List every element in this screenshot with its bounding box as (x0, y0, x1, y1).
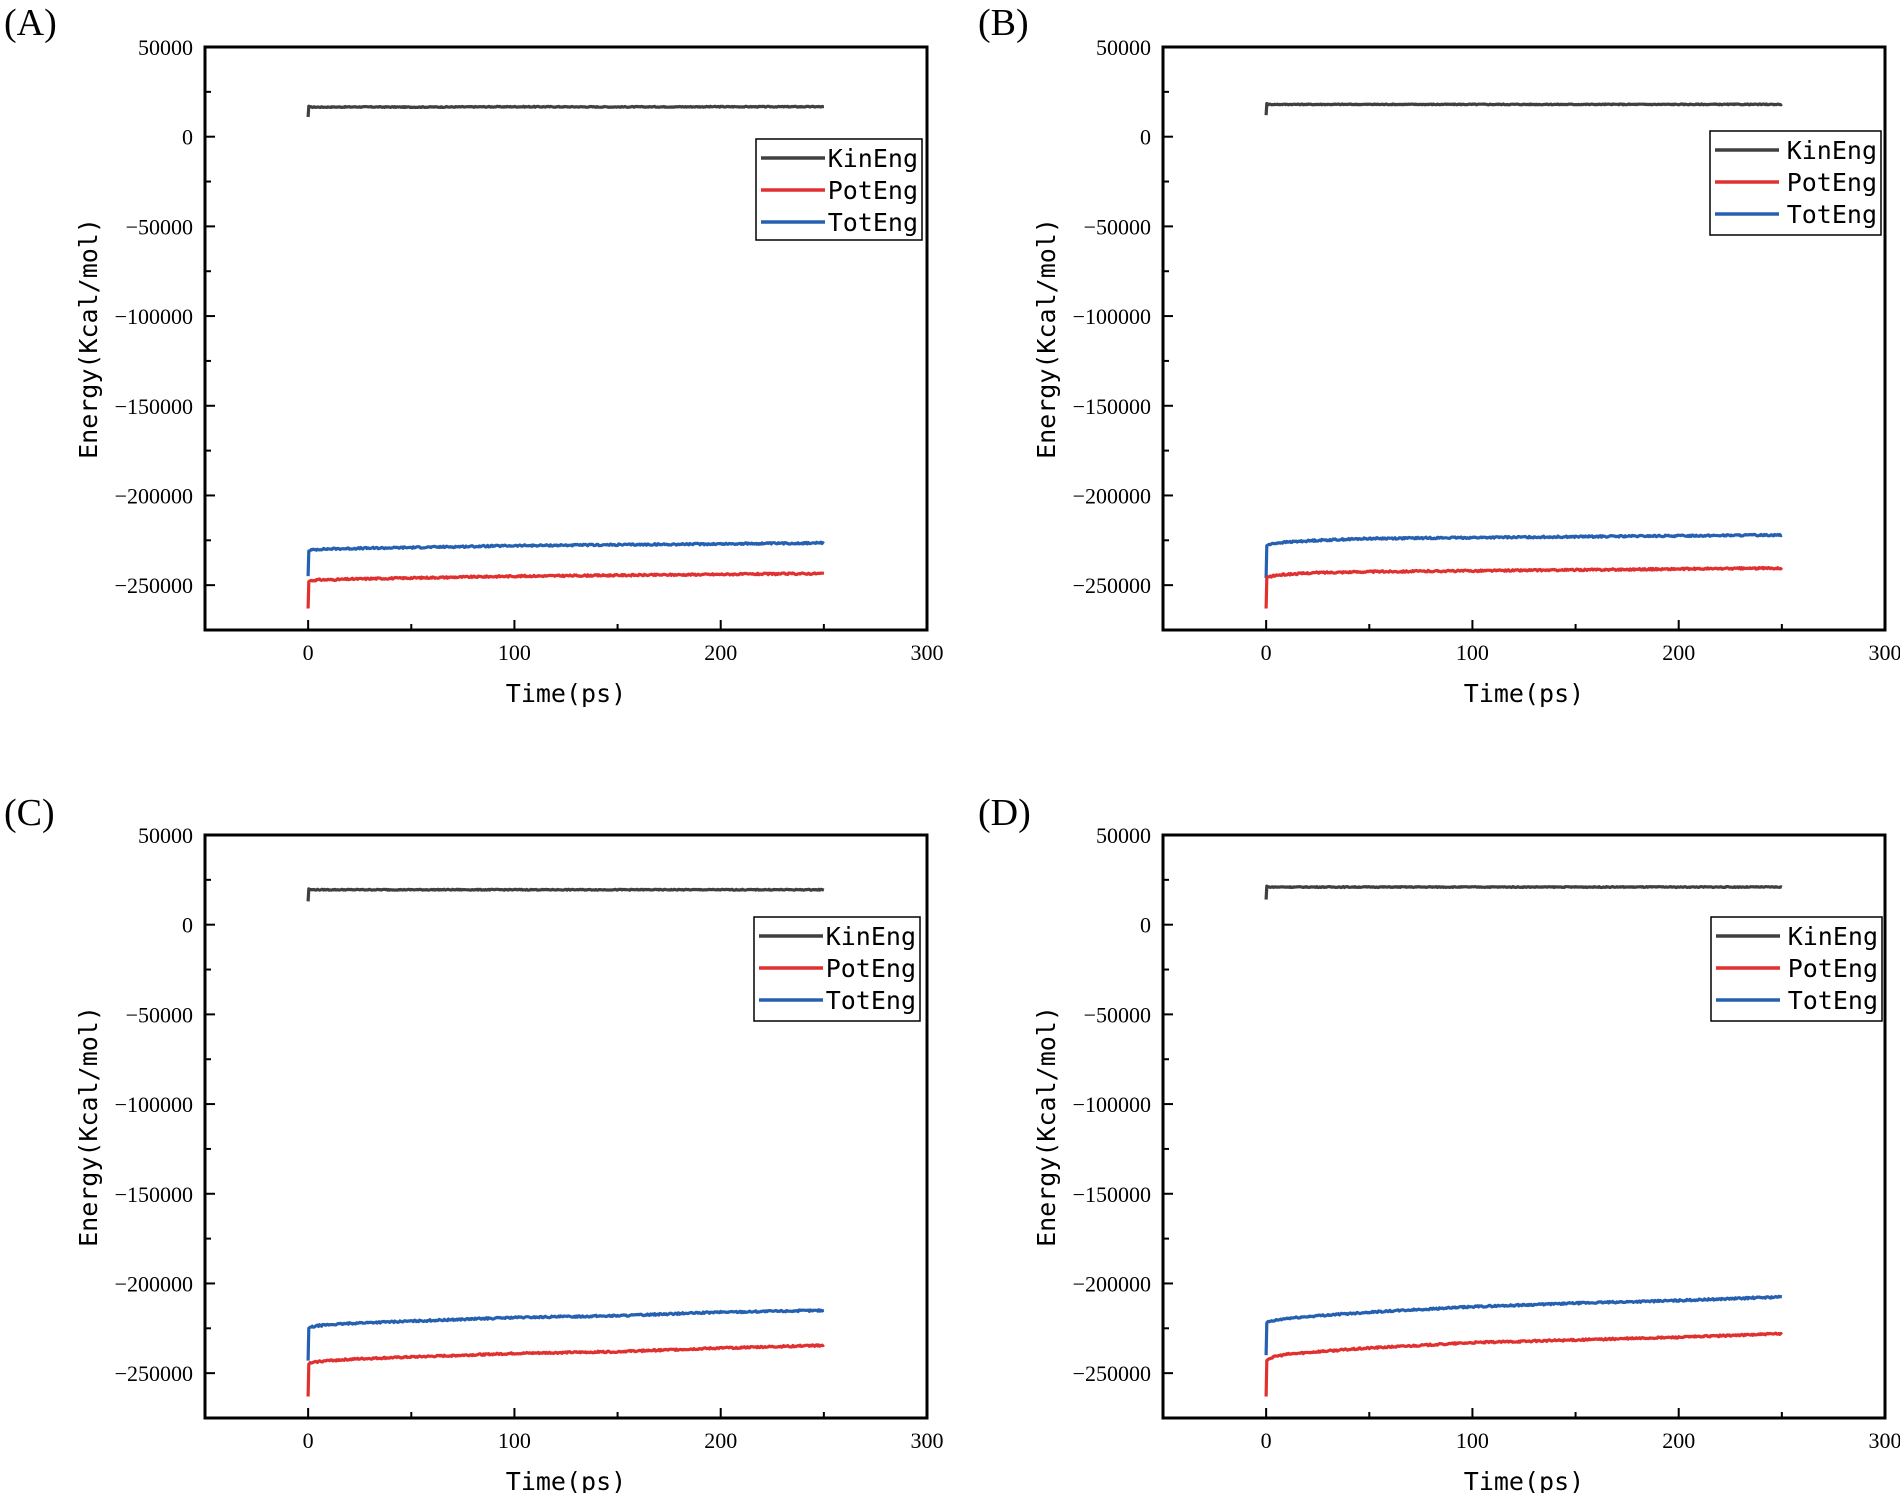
series-line-poteng (1264, 1331, 1783, 1397)
y-tick-label: 50000 (1096, 823, 1151, 848)
x-tick-label: 0 (1261, 1428, 1272, 1453)
legend-label-poteng: PotEng (828, 176, 918, 205)
panel-label: (A) (4, 2, 57, 44)
legend-label-poteng: PotEng (1787, 168, 1877, 197)
legend-label-kineng: KinEng (828, 144, 918, 173)
legend-label-kineng: KinEng (1787, 136, 1877, 165)
chart-panel-a: (A) 0 100 200 300 50000 0 −50000 −100000 −150000 −… (4, 2, 944, 708)
y-tick-label: −50000 (1084, 1002, 1151, 1027)
series-line-kineng (1264, 101, 1783, 116)
y-tick-label: −50000 (126, 214, 193, 239)
y-tick-label: −250000 (1073, 573, 1151, 598)
y-axis-title: Energy(Kcal/mol) (1032, 1006, 1061, 1247)
panel-label: (B) (978, 2, 1029, 44)
plot-frame (203, 833, 929, 1420)
y-tick-label: 50000 (138, 823, 193, 848)
panel-label: (D) (978, 792, 1031, 834)
x-axis-title: Time(ps) (506, 679, 626, 708)
series-line-poteng (306, 571, 825, 609)
series-line-toteng (306, 540, 825, 577)
x-tick-label: 300 (911, 1428, 944, 1453)
y-tick-label: 50000 (1096, 35, 1151, 60)
y-axis-title: Energy(Kcal/mol) (74, 1006, 103, 1247)
y-tick-label: 0 (182, 913, 193, 938)
series-line-kineng (306, 887, 825, 902)
legend: KinEng PotEng TotEng (1710, 916, 1883, 1022)
legend-label-toteng: TotEng (826, 986, 916, 1015)
legend-label-poteng: PotEng (1788, 954, 1878, 983)
y-tick-label: 0 (182, 125, 193, 150)
y-tick-label: −200000 (1073, 483, 1151, 508)
legend-label-kineng: KinEng (1788, 922, 1878, 951)
series-line-kineng (306, 104, 825, 118)
series-line-toteng (306, 1308, 825, 1361)
series-line-poteng (306, 1343, 825, 1397)
x-tick-label: 200 (1662, 640, 1695, 665)
x-tick-label: 200 (704, 640, 737, 665)
series-line-toteng (1264, 1294, 1783, 1356)
y-tick-label: −50000 (1084, 214, 1151, 239)
y-tick-label: −200000 (1073, 1271, 1151, 1296)
y-axis-title: Energy(Kcal/mol) (74, 218, 103, 459)
legend-label-poteng: PotEng (826, 954, 916, 983)
x-axis-title: Time(ps) (1464, 1467, 1584, 1493)
y-tick-label: −200000 (115, 483, 193, 508)
x-tick-label: 300 (911, 640, 944, 665)
chart-panel-d: (D) 0 100 200 300 50000 0 −50000 −100000 −150000 −… (978, 792, 1900, 1493)
y-tick-label: −250000 (115, 1361, 193, 1386)
y-tick-label: −100000 (115, 304, 193, 329)
legend-label-toteng: TotEng (828, 208, 918, 237)
series-line-toteng (1264, 532, 1783, 579)
x-tick-label: 300 (1869, 1428, 1900, 1453)
legend: KinEng PotEng TotEng (755, 138, 923, 241)
x-axis-title: Time(ps) (506, 1467, 626, 1493)
y-tick-label: −100000 (115, 1092, 193, 1117)
plot-frame (1161, 45, 1887, 632)
legend: KinEng PotEng TotEng (1709, 130, 1882, 236)
x-tick-label: 300 (1869, 640, 1900, 665)
y-tick-label: −200000 (115, 1271, 193, 1296)
x-tick-label: 100 (498, 640, 531, 665)
plot-frame (203, 45, 929, 632)
y-tick-label: −100000 (1073, 304, 1151, 329)
plot-frame (1161, 833, 1887, 1420)
y-tick-label: −150000 (115, 394, 193, 419)
panel-label: (C) (4, 792, 55, 834)
x-tick-label: 0 (1261, 640, 1272, 665)
legend-label-toteng: TotEng (1788, 986, 1878, 1015)
series-line-kineng (1264, 884, 1783, 900)
x-axis-title: Time(ps) (1464, 679, 1584, 708)
series-line-poteng (1264, 565, 1784, 609)
y-tick-label: −250000 (1073, 1361, 1151, 1386)
x-tick-label: 200 (704, 1428, 737, 1453)
legend: KinEng PotEng TotEng (753, 916, 921, 1022)
x-tick-label: 100 (1456, 1428, 1489, 1453)
legend-label-toteng: TotEng (1787, 200, 1877, 229)
y-tick-label: −150000 (1073, 394, 1151, 419)
y-tick-label: 50000 (138, 35, 193, 60)
y-tick-label: −250000 (115, 573, 193, 598)
x-tick-label: 100 (498, 1428, 531, 1453)
chart-panel-c: (C) 0 100 200 300 50000 0 −50000 −100000 −150000 −… (4, 792, 944, 1493)
x-tick-label: 0 (303, 640, 314, 665)
legend-label-kineng: KinEng (826, 922, 916, 951)
y-tick-label: −150000 (115, 1182, 193, 1207)
y-tick-label: −50000 (126, 1002, 193, 1027)
chart-panel-b: (B) 0 100 200 300 50000 0 −50000 −100000 −150000 −… (978, 2, 1900, 708)
x-tick-label: 100 (1456, 640, 1489, 665)
y-axis-title: Energy(Kcal/mol) (1032, 218, 1061, 459)
y-tick-label: 0 (1140, 125, 1151, 150)
y-tick-label: −100000 (1073, 1092, 1151, 1117)
y-tick-label: 0 (1140, 913, 1151, 938)
x-tick-label: 200 (1662, 1428, 1695, 1453)
x-tick-label: 0 (303, 1428, 314, 1453)
y-tick-label: −150000 (1073, 1182, 1151, 1207)
